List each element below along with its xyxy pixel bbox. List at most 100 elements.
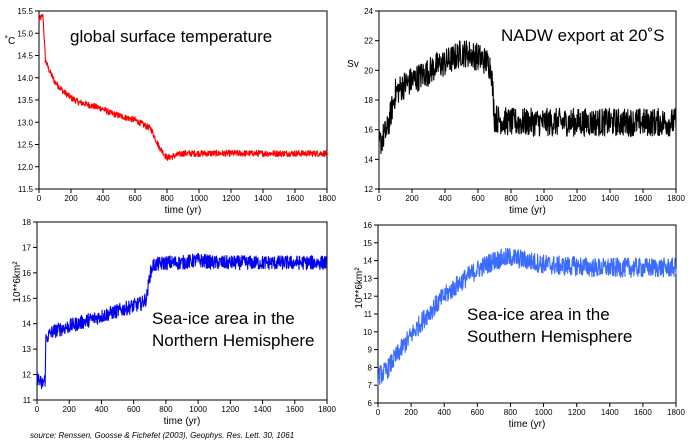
chart-title: NADW export at 20˚S [501,26,664,45]
x-axis-label: time (yr) [165,205,202,216]
x-tick-label: 1200 [568,194,586,203]
x-tick-label: 1400 [254,405,272,414]
chart-panel-3: 11 12 13 14 15 16 17 18 0 200 400 600 800 1000 1200 140… [12,218,336,427]
chart-title: Southern Hemisphere [467,327,632,346]
y-tick-label: 13 [363,274,372,283]
chart-title: global surface temperature [70,27,272,46]
x-axis-label: time (yr) [509,419,546,430]
y-tick-label: 13.0 [17,118,33,127]
y-tick-label: 14.0 [17,74,33,83]
x-tick-label: 1600 [634,408,652,417]
y-tick-label: 13.5 [17,96,33,105]
y-tick-label: 16 [364,126,373,135]
y-tick-label: 12 [363,292,372,301]
x-tick-label: 0 [37,194,42,203]
y-tick-label: 24 [364,7,373,16]
x-tick-label: 400 [96,194,110,203]
y-tick-label: 11 [364,310,373,319]
x-tick-label: 1400 [601,194,619,203]
x-tick-label: 800 [159,405,173,414]
x-tick-label: 1600 [634,194,652,203]
y-axis-label: 10**6km² [12,261,23,303]
x-tick-label: 400 [438,194,452,203]
x-tick-label: 1200 [221,405,239,414]
y-tick-label: 16 [22,269,31,278]
plot-frame [36,221,328,401]
y-tick-label: 16 [363,221,372,230]
x-tick-label: 1200 [222,194,240,203]
chart-panel-4: 6 7 8 9 10 11 12 13 14 15 16 0 200 400 600 800 1000 1200 1… [354,221,685,430]
y-tick-label: 12.5 [17,141,33,150]
y-tick-label: 17 [22,243,31,252]
y-tick-label: 11 [23,396,32,405]
x-tick-label: 200 [404,408,418,417]
x-tick-label: 1600 [286,194,304,203]
y-tick-label: 6 [368,399,373,408]
x-axis-label: time (yr) [164,416,201,427]
x-tick-label: 0 [35,405,40,414]
y-tick-label: 22 [364,37,373,46]
x-tick-label: 1200 [568,408,586,417]
x-tick-label: 200 [405,194,419,203]
x-tick-label: 1000 [535,408,553,417]
y-tick-label: 18 [22,218,31,227]
y-axis-label: 10**6km² [354,267,365,309]
y-tick-label: 15.5 [17,7,33,16]
y-tick-label: 15 [363,239,372,248]
y-axis-label: Sv [347,59,359,70]
chart-panel-2: 12 14 16 18 20 22 24 0 200 400 600 800 1000 1200 1400 1… [347,7,685,216]
x-tick-label: 1400 [254,194,272,203]
x-axis-label: time (yr) [509,205,546,216]
y-tick-label: 14.5 [17,52,33,61]
y-tick-label: 12 [22,371,31,380]
x-tick-label: 800 [504,408,518,417]
x-tick-label: 1400 [601,408,619,417]
x-tick-label: 1000 [190,194,208,203]
y-tick-label: 9 [368,346,373,355]
x-tick-label: 600 [471,408,485,417]
x-tick-label: 600 [127,405,141,414]
x-tick-label: 1800 [667,408,685,417]
x-tick-label: 600 [128,194,142,203]
y-tick-label: 12.0 [17,163,33,172]
y-tick-label: 8 [368,363,373,372]
plot-frame [38,10,328,190]
plot-frame [378,10,677,190]
series-line-1 [36,252,328,390]
x-tick-label: 800 [160,194,174,203]
x-tick-label: 800 [504,194,518,203]
x-tick-label: 200 [63,405,77,414]
y-tick-label: 10 [363,328,372,337]
x-tick-label: 1000 [535,194,553,203]
x-tick-label: 1800 [318,405,336,414]
chart-panel-1: 11.5 12.0 12.5 13.0 13.5 14.0 14.5 15.0 15.5 0 200… [5,7,337,216]
x-tick-label: 1000 [189,405,207,414]
series-line-1 [378,40,677,155]
y-tick-label: 18 [364,96,373,105]
x-tick-label: 1800 [667,194,685,203]
series-line-1 [377,247,677,387]
y-tick-label: 12 [364,185,373,194]
x-tick-label: 400 [95,405,109,414]
y-tick-label: 14 [364,155,373,164]
y-tick-label: 13 [22,345,31,354]
y-tick-label: 15.0 [17,29,33,38]
y-tick-label: 11.5 [18,185,34,194]
x-tick-label: 0 [376,408,381,417]
series-line-1 [38,14,328,161]
chart-title: Northern Hemisphere [152,331,315,350]
y-tick-label: 15 [22,294,31,303]
x-tick-label: 400 [438,408,452,417]
y-axis-label: ˚C [5,35,16,47]
y-tick-label: 14 [22,320,31,329]
x-tick-label: 0 [377,194,382,203]
y-tick-label: 7 [368,381,373,390]
x-tick-label: 1800 [318,194,336,203]
y-tick-label: 20 [364,66,373,75]
source-note: source: Renssen, Goosse & Fichefet (2003… [30,431,295,440]
x-tick-label: 1600 [286,405,304,414]
x-tick-label: 600 [471,194,485,203]
x-tick-label: 200 [64,194,78,203]
chart-title: Sea-ice area in the [467,305,610,324]
